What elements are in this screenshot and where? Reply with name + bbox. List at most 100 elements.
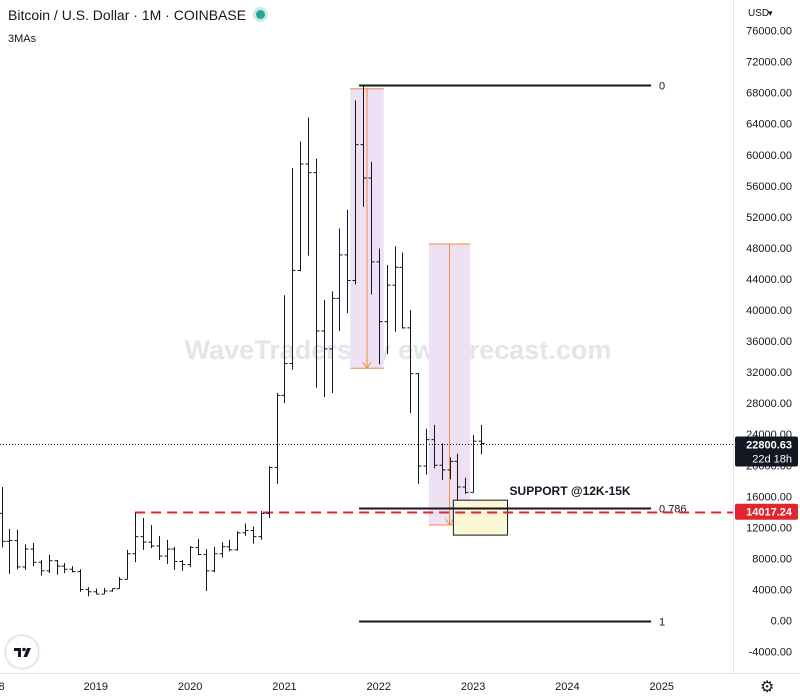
ohlc-bar[interactable] (195, 538, 202, 556)
ohlc-bar[interactable] (344, 209, 351, 314)
level-price-tag (735, 503, 798, 520)
ohlc-bar[interactable] (203, 549, 210, 592)
y-tick-label: 68000.00 (746, 88, 792, 100)
ohlc-bar[interactable] (61, 563, 68, 574)
y-tick-label: 52000.00 (746, 212, 792, 224)
ohlc-bar[interactable] (101, 587, 108, 595)
tradingview-logo-icon[interactable] (6, 636, 38, 668)
x-tick-label: 2019 (84, 681, 108, 693)
ohlc-bar[interactable] (38, 559, 45, 576)
indicator-legend[interactable]: 3MAs (8, 33, 37, 45)
y-tick-label: 0.00 (771, 616, 792, 628)
ohlc-bar[interactable] (313, 158, 320, 388)
ohlc-bar[interactable] (250, 526, 257, 544)
ohlc-bar[interactable] (368, 161, 375, 295)
ohlc-bar[interactable] (54, 559, 61, 575)
y-tick-label: 76000.00 (746, 26, 792, 38)
ohlc-bar[interactable] (289, 167, 296, 370)
drop-arrow-head (445, 518, 454, 526)
y-tick-label: 36000.00 (746, 336, 792, 348)
support-label: SUPPORT @12K-15K (510, 484, 631, 498)
countdown-label: 22d 18h (752, 454, 792, 466)
ohlc-bar[interactable] (179, 559, 186, 571)
fib-level-label: 0.786 (659, 504, 687, 516)
x-tick-label: 2022 (367, 681, 391, 693)
ohlc-bar[interactable] (454, 453, 461, 501)
x-tick-label: 2020 (178, 681, 202, 693)
last-price-label: 22800.63 (746, 440, 792, 452)
y-tick-label: 44000.00 (746, 274, 792, 286)
ohlc-bar[interactable] (462, 477, 469, 494)
ohlc-bar[interactable] (423, 428, 430, 475)
y-tick-label: -4000.00 (749, 647, 792, 659)
ohlc-bar[interactable] (336, 228, 343, 331)
ohlc-bar[interactable] (376, 248, 383, 365)
ohlc-bar[interactable] (297, 141, 304, 272)
ohlc-bar[interactable] (211, 546, 218, 573)
x-tick-label: 8 (0, 681, 5, 693)
market-status-icon (256, 10, 266, 19)
currency-label: USD (748, 8, 769, 19)
ohlc-bar[interactable] (360, 84, 367, 207)
ohlc-bar[interactable] (234, 531, 241, 551)
fib-level-label: 1 (659, 617, 665, 629)
watermark-text: WaveTraders by ew-forecast.com (185, 335, 612, 365)
ohlc-bar[interactable] (69, 566, 76, 573)
ohlc-bar[interactable] (109, 588, 116, 592)
ohlc-bar[interactable] (93, 588, 100, 595)
ohlc-bar[interactable] (321, 299, 328, 397)
ohlc-bar[interactable] (30, 542, 37, 567)
ohlc-bar[interactable] (85, 587, 92, 597)
ohlc-bar[interactable] (447, 457, 454, 480)
y-tick-label: 72000.00 (746, 57, 792, 69)
ohlc-bar[interactable] (0, 486, 6, 548)
ohlc-bar[interactable] (6, 528, 13, 574)
ohlc-bar[interactable] (164, 539, 171, 564)
ohlc-bar[interactable] (140, 518, 147, 550)
fib-level-label: 0 (659, 81, 665, 93)
ohlc-bar[interactable] (14, 529, 21, 570)
ohlc-bar[interactable] (116, 577, 123, 590)
ohlc-bar[interactable] (148, 525, 155, 549)
gear-icon[interactable]: ⚙ (760, 679, 775, 696)
ohlc-bar[interactable] (399, 252, 406, 329)
x-tick-label: 2025 (649, 681, 673, 693)
ohlc-bar[interactable] (156, 535, 163, 560)
ohlc-bar[interactable] (171, 546, 178, 571)
drop-arrow-head (362, 361, 372, 370)
support-zone (452, 499, 509, 536)
ohlc-bar[interactable] (132, 512, 139, 563)
ohlc-bar[interactable] (22, 544, 29, 571)
symbol-title[interactable]: Bitcoin / U.S. Dollar · 1M · COINBASE (8, 7, 247, 23)
chevron-down-icon: ▾ (768, 8, 773, 18)
chart-title[interactable]: Bitcoin / U.S. Dollar · 1M · COINBASE (8, 7, 266, 23)
ohlc-bar[interactable] (415, 372, 422, 484)
ohlc-bar[interactable] (242, 523, 249, 536)
level-price-label: 14017.24 (746, 507, 793, 519)
y-tick-label: 12000.00 (746, 522, 792, 534)
ohlc-bar[interactable] (77, 569, 84, 592)
ohlc-bar[interactable] (384, 264, 391, 355)
y-tick-label: 64000.00 (746, 119, 792, 131)
ohlc-bar[interactable] (266, 466, 273, 519)
ohlc-bar[interactable] (124, 549, 131, 580)
ohlc-bar[interactable] (329, 291, 336, 394)
ohlc-bar[interactable] (219, 542, 226, 558)
ohlc-bar[interactable] (478, 424, 485, 455)
x-tick-label: 2021 (272, 681, 296, 693)
ohlc-bar[interactable] (439, 443, 446, 480)
ohlc-bar[interactable] (226, 539, 233, 552)
ohlc-bar[interactable] (431, 424, 438, 469)
ohlc-bar[interactable] (274, 393, 281, 484)
ohlc-bar[interactable] (46, 554, 53, 574)
ohlc-bar[interactable] (305, 117, 312, 256)
ohlc-bar[interactable] (407, 310, 414, 414)
y-tick-label: 4000.00 (752, 584, 792, 596)
ohlc-bar[interactable] (392, 246, 399, 332)
ohlc-bar[interactable] (281, 295, 288, 404)
ohlc-bar[interactable] (470, 434, 477, 493)
ohlc-bar[interactable] (258, 511, 265, 540)
ohlc-bar[interactable] (352, 100, 359, 285)
ohlc-bar[interactable] (187, 545, 194, 567)
